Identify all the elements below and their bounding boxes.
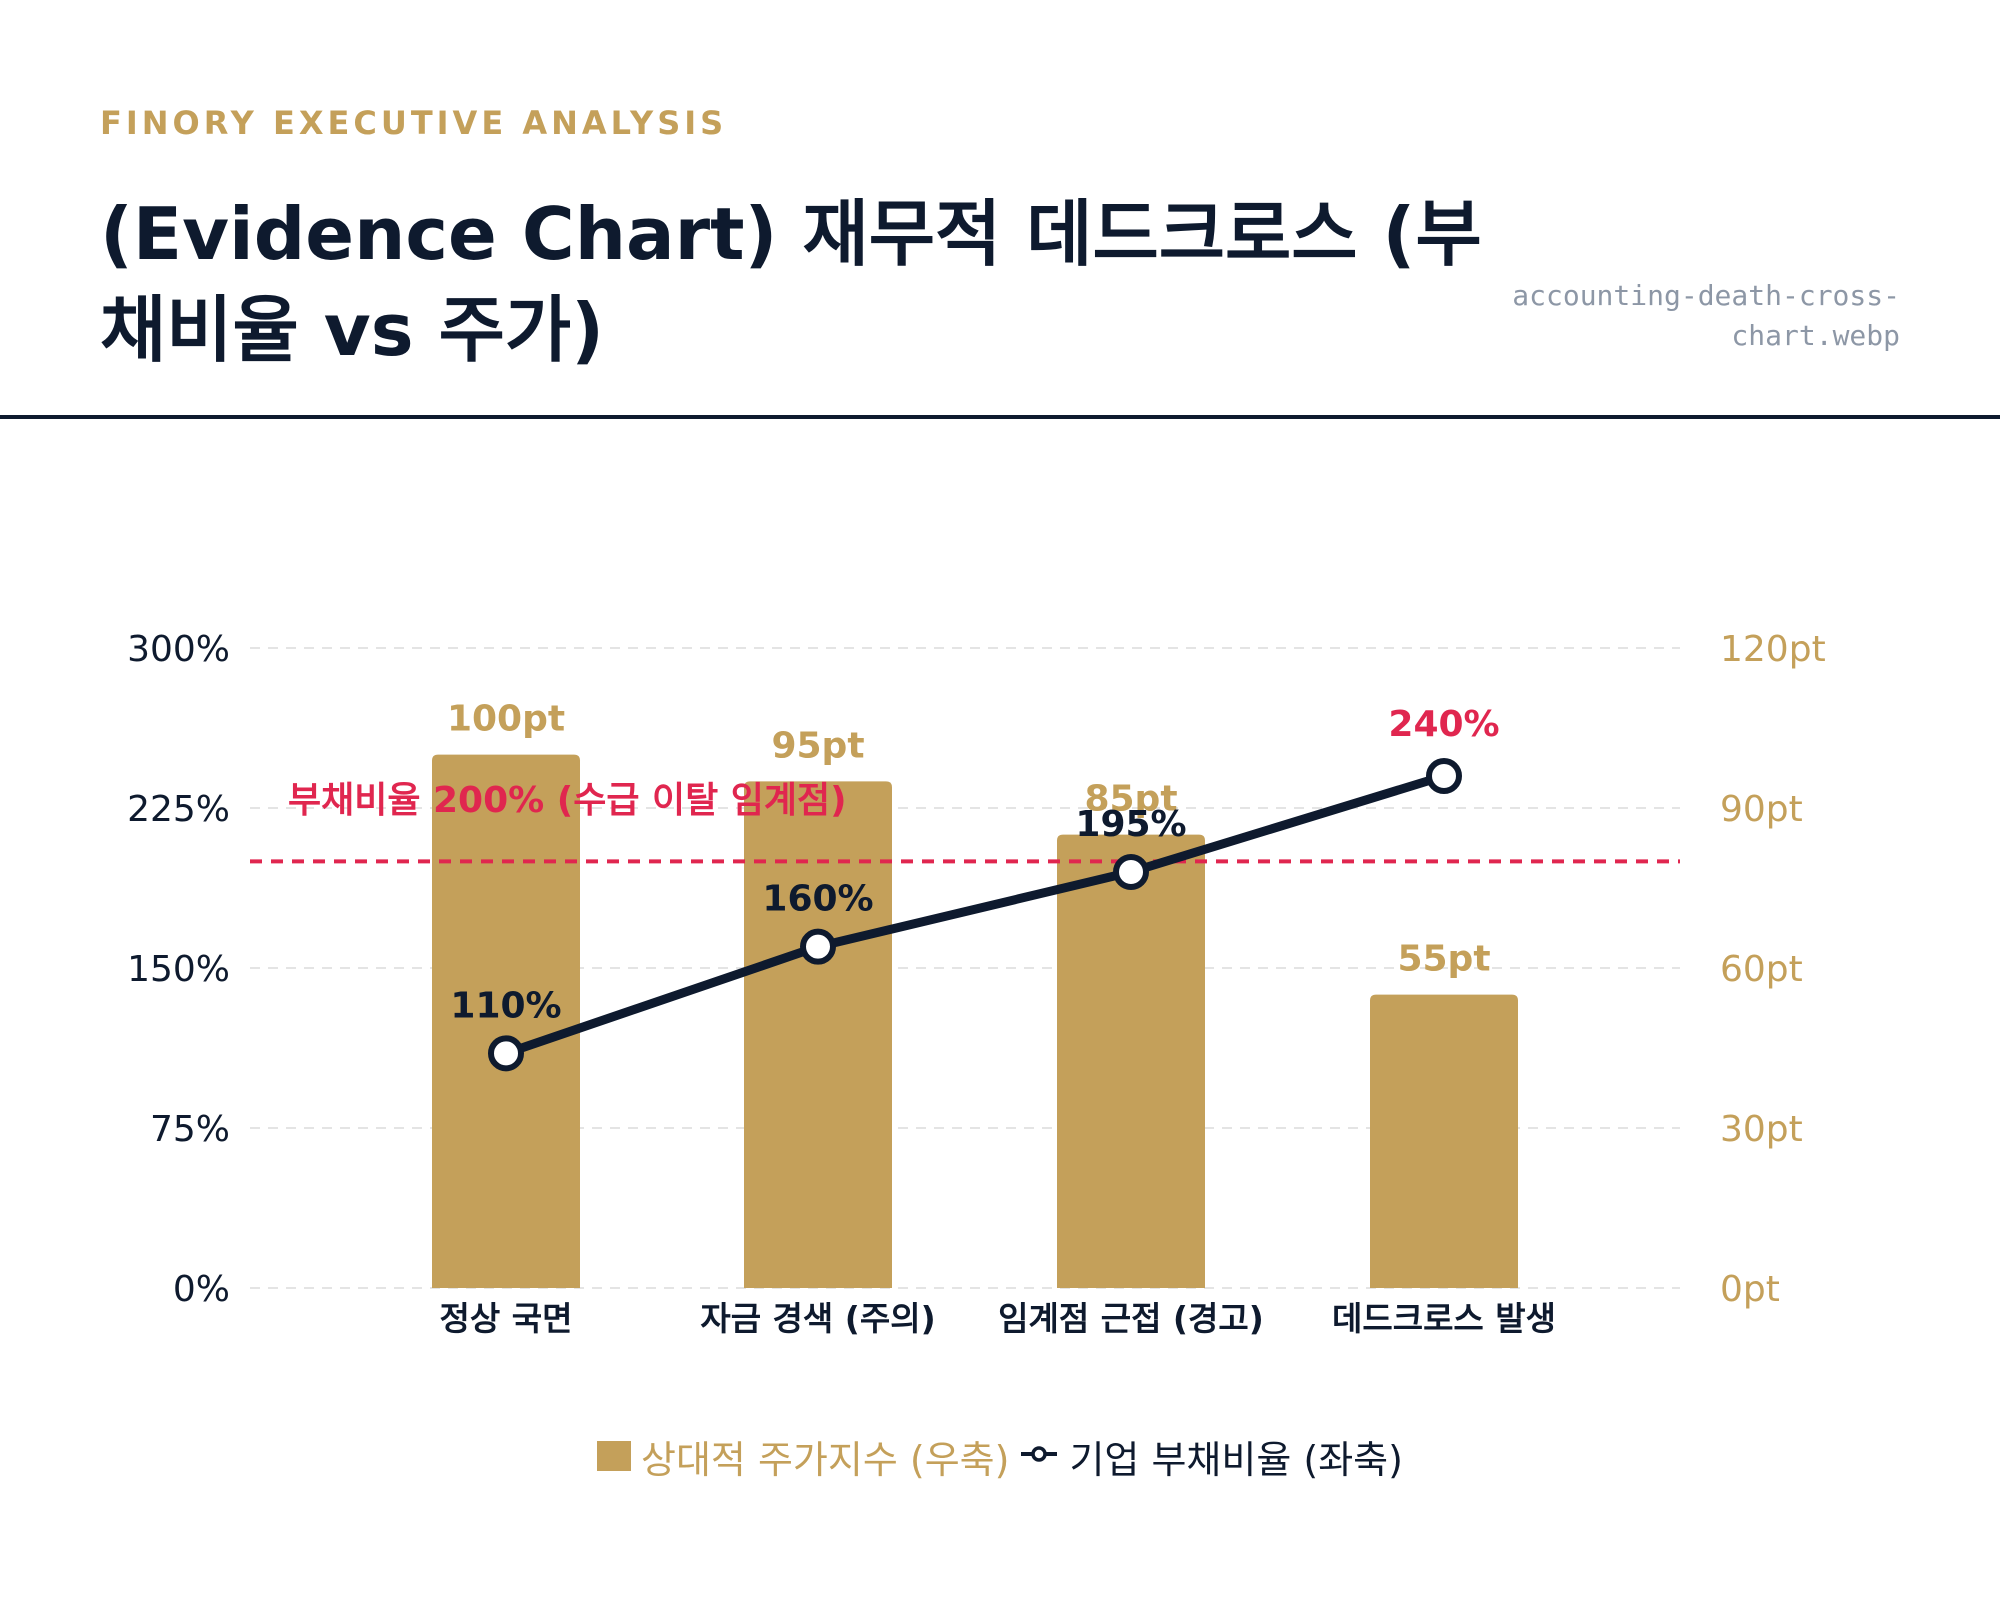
legend-label-debt-ratio: 기업 부채비율 (좌축): [1069, 1437, 1403, 1482]
bar: [744, 781, 892, 1288]
eyebrow-label: FINORY EXECUTIVE ANALYSIS: [100, 104, 728, 142]
x-category-label: 임계점 근접 (경고): [998, 1299, 1264, 1338]
y-right-tick-label: 60pt: [1720, 949, 1803, 990]
bar-value-label: 55pt: [1397, 939, 1490, 980]
debt-ratio-point: [1113, 854, 1149, 890]
x-category-label: 데드크로스 발생: [1332, 1299, 1556, 1338]
y-left-tick-label: 225%: [127, 789, 230, 830]
file-name-label: accounting-death-cross-chart.webp: [1512, 279, 1900, 352]
line-value-label: 195%: [1075, 804, 1186, 845]
line-value-label: 160%: [762, 879, 873, 920]
y-left-tick-label: 75%: [150, 1109, 230, 1150]
header-divider: [0, 415, 2000, 419]
legend-swatch-line: [1021, 1446, 1058, 1462]
legend-swatch-bar: [597, 1441, 632, 1471]
bar: [1370, 994, 1518, 1288]
legend-item-debt-ratio: 기업 부채비율 (좌축): [1021, 1429, 1403, 1484]
bar: [1057, 834, 1205, 1288]
x-category-label: 자금 경색 (주의): [700, 1299, 935, 1338]
bar-value-label: 95pt: [771, 725, 864, 766]
death-cross-chart: 0% 75% 150% 225% 300% 0pt 30pt 60pt 90pt 120pt 100…: [127, 629, 1826, 1338]
line-value-label: 110%: [450, 985, 561, 1026]
y-left-tick-label: 150%: [127, 949, 230, 990]
legend-label-stock-index: 상대적 주가지수 (우축): [641, 1437, 1010, 1482]
bar-value-label: 100pt: [447, 699, 565, 740]
line-value-label: 240%: [1388, 704, 1499, 745]
y-left-tick-label: 0%: [173, 1269, 230, 1310]
debt-ratio-line: [501, 771, 1449, 1058]
y-right-tick-label: 90pt: [1720, 789, 1803, 830]
y-right-tick-label: 0pt: [1720, 1269, 1780, 1310]
legend-item-stock-index: 상대적 주가지수 (우축): [597, 1429, 1009, 1484]
bar-value-label: 85pt: [1084, 779, 1177, 820]
x-category-label: 정상 국면: [440, 1299, 573, 1338]
y-left-tick-label: 300%: [127, 629, 230, 670]
page-title: (Evidence Chart) 재무적 데드크로스 (부채비율 vs 주가): [100, 192, 1482, 372]
chart-legend: 상대적 주가지수 (우축) 기업 부채비율 (좌축): [0, 1426, 2000, 1486]
debt-ratio-point: [1426, 758, 1462, 794]
debt-ratio-point: [800, 928, 836, 965]
y-right-tick-label: 30pt: [1720, 1109, 1803, 1150]
y-right-tick-label: 120pt: [1720, 629, 1826, 670]
bar: [432, 754, 580, 1288]
debt-ratio-point: [488, 1035, 524, 1072]
threshold-label: 부채비율 200% (수급 이탈 임계점): [288, 780, 847, 821]
